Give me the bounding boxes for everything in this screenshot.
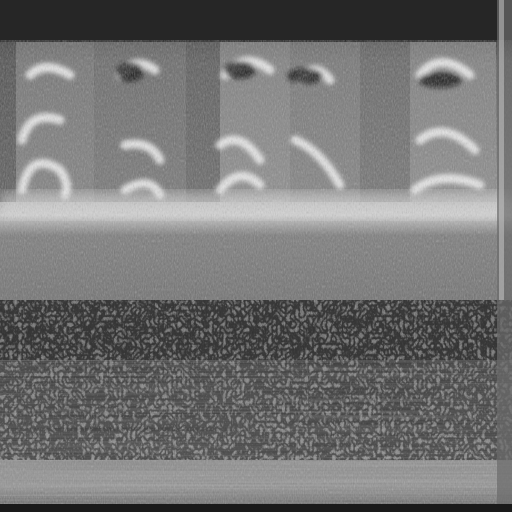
horizontal-line-overlay bbox=[0, 360, 512, 510]
top-dark-band bbox=[0, 0, 512, 42]
right-edge-highlight bbox=[499, 0, 504, 300]
bottom-dark-edge bbox=[0, 504, 512, 512]
